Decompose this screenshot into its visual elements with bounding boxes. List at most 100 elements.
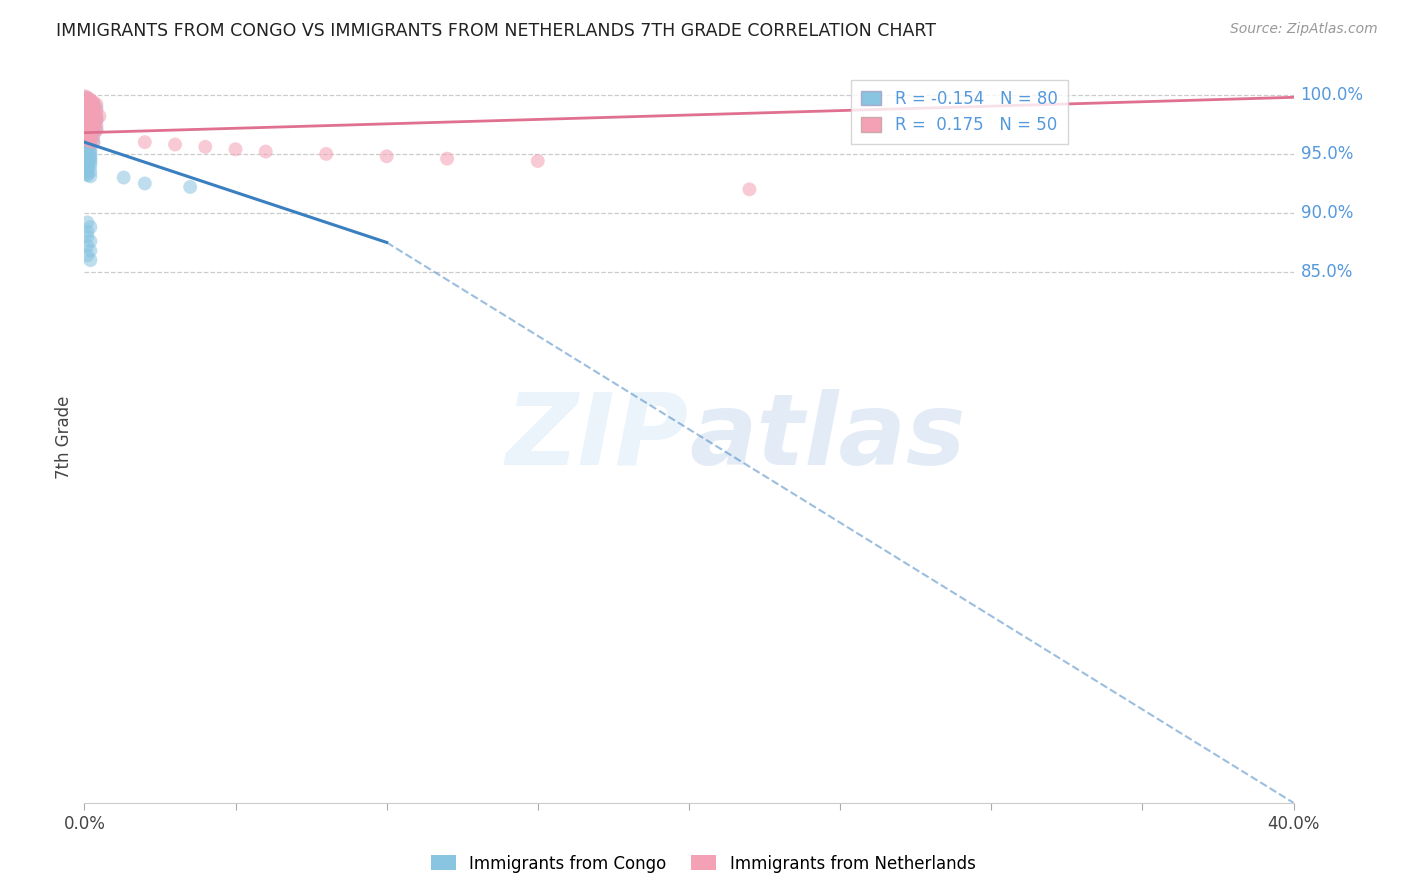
Point <box>76 133 98 147</box>
Point <box>79 169 101 184</box>
Legend: R = -0.154   N = 80, R =  0.175   N = 50: R = -0.154 N = 80, R = 0.175 N = 50 <box>851 79 1067 144</box>
Point <box>82 129 104 144</box>
Point <box>179 180 201 194</box>
Point <box>79 126 101 140</box>
Point <box>86 112 108 126</box>
Point <box>134 177 156 191</box>
Point <box>163 137 186 152</box>
Point <box>76 133 98 147</box>
Text: 90.0%: 90.0% <box>1301 204 1353 222</box>
Point <box>76 126 98 140</box>
Point <box>76 141 98 155</box>
Point <box>82 135 104 149</box>
Point <box>79 94 101 108</box>
Point <box>82 135 104 149</box>
Point <box>76 124 98 138</box>
Point <box>76 91 98 105</box>
Point <box>79 131 101 145</box>
Point <box>82 127 104 141</box>
Point <box>79 129 101 144</box>
Point <box>76 105 98 120</box>
Point <box>86 103 108 118</box>
Point <box>76 116 98 130</box>
Point <box>76 90 98 104</box>
Point <box>76 130 98 145</box>
Point <box>86 97 108 112</box>
Point <box>79 94 101 108</box>
Point <box>76 100 98 114</box>
Point <box>79 118 101 132</box>
Text: Source: ZipAtlas.com: Source: ZipAtlas.com <box>1230 22 1378 37</box>
Point <box>82 102 104 116</box>
Point <box>79 142 101 156</box>
Point <box>76 124 98 138</box>
Point <box>134 135 156 149</box>
Point <box>76 104 98 119</box>
Point <box>73 130 96 145</box>
Point <box>79 134 101 148</box>
Point <box>76 115 98 129</box>
Point <box>79 116 101 130</box>
Point <box>73 136 96 151</box>
Point <box>76 248 98 262</box>
Point <box>79 120 101 135</box>
Point <box>375 149 398 163</box>
Point <box>315 147 337 161</box>
Point <box>79 105 101 120</box>
Point <box>73 161 96 175</box>
Point <box>76 103 98 118</box>
Point <box>73 102 96 116</box>
Point <box>79 119 101 133</box>
Point <box>79 101 101 115</box>
Point <box>76 239 98 253</box>
Point <box>73 144 96 158</box>
Point <box>436 152 458 166</box>
Point <box>76 131 98 145</box>
Legend: Immigrants from Congo, Immigrants from Netherlands: Immigrants from Congo, Immigrants from N… <box>425 848 981 880</box>
Point <box>86 122 108 136</box>
Point <box>79 234 101 248</box>
Point <box>86 119 108 133</box>
Point <box>82 111 104 125</box>
Point <box>82 109 104 123</box>
Point <box>79 108 101 122</box>
Point <box>79 95 101 109</box>
Point <box>76 93 98 107</box>
Point <box>73 98 96 112</box>
Point <box>76 137 98 152</box>
Point <box>86 112 108 127</box>
Point <box>82 100 104 114</box>
Point <box>82 96 104 111</box>
Point <box>76 104 98 119</box>
Point <box>225 142 247 156</box>
Point <box>82 118 104 132</box>
Point <box>79 128 101 142</box>
Point <box>79 244 101 258</box>
Point <box>79 96 101 111</box>
Point <box>86 108 108 122</box>
Point <box>76 152 98 166</box>
Point <box>73 123 96 137</box>
Point <box>112 170 135 185</box>
Point <box>82 98 104 112</box>
Point <box>79 164 101 178</box>
Point <box>79 138 101 153</box>
Point <box>76 154 98 169</box>
Point <box>76 145 98 159</box>
Text: 95.0%: 95.0% <box>1301 145 1353 163</box>
Point <box>79 220 101 235</box>
Point <box>73 140 96 154</box>
Point <box>82 120 104 134</box>
Point <box>82 107 104 121</box>
Point <box>79 148 101 162</box>
Point <box>79 107 101 121</box>
Point <box>76 163 98 178</box>
Point <box>82 112 104 127</box>
Point <box>79 127 101 141</box>
Point <box>76 91 98 105</box>
Point <box>76 156 98 170</box>
Point <box>79 145 101 160</box>
Point <box>86 114 108 128</box>
Point <box>82 97 104 112</box>
Point <box>76 229 98 244</box>
